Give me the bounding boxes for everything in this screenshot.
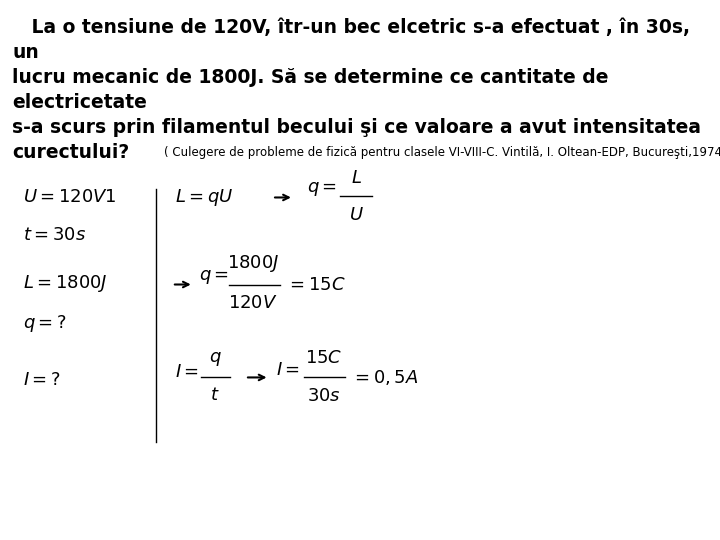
Text: $I = ?$: $I = ?$ [23, 371, 60, 389]
Text: $t = 30s$: $t = 30s$ [23, 226, 86, 244]
Text: $I =$: $I =$ [175, 363, 199, 381]
Text: $U$: $U$ [348, 206, 364, 224]
Text: $q$: $q$ [209, 350, 222, 368]
Text: $1800J$: $1800J$ [227, 253, 279, 274]
Text: $I =$: $I =$ [276, 361, 300, 379]
Text: $30s$: $30s$ [307, 387, 341, 404]
Text: $q =$: $q =$ [199, 268, 229, 286]
Text: $q = ?$: $q = ?$ [23, 313, 67, 334]
Text: $L$: $L$ [351, 168, 361, 187]
Text: $15C$: $15C$ [305, 349, 342, 367]
Text: $= 15C$: $= 15C$ [286, 275, 345, 294]
Text: $t$: $t$ [210, 386, 220, 404]
Text: $= 0,5A$: $= 0,5A$ [351, 368, 418, 387]
Text: $120V$: $120V$ [228, 294, 278, 312]
Text: $q =$: $q =$ [307, 180, 338, 198]
Text: $L = 1800J$: $L = 1800J$ [23, 273, 108, 294]
Text: ( Culegere de probleme de fizică pentru clasele VI-VIII-C. Vintilă, I. Oltean-ED: ( Culegere de probleme de fizică pentru … [164, 146, 720, 159]
Text: La o tensiune de 120V, îtr-un bec elcetric s-a efectuat , în 30s, un
lucru mecan: La o tensiune de 120V, îtr-un bec elcetr… [12, 17, 701, 161]
Text: $L = qU$: $L = qU$ [175, 187, 233, 208]
Text: $U = 120V1$: $U = 120V1$ [23, 188, 117, 206]
